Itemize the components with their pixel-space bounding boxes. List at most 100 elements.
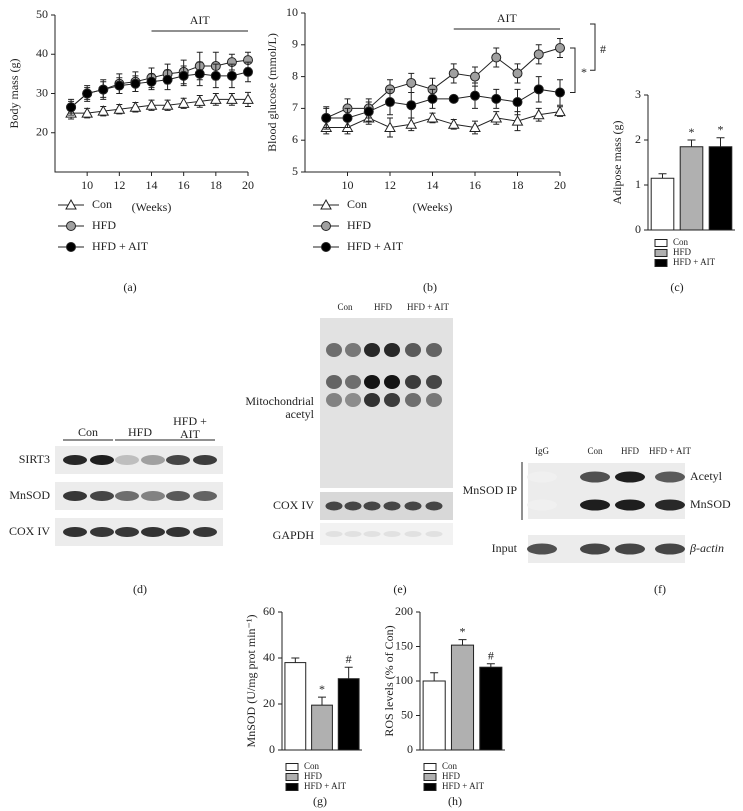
blot-band — [580, 543, 610, 555]
bracket — [590, 23, 596, 71]
blot-band — [90, 491, 114, 501]
blot-band — [115, 491, 139, 501]
group-label: Con — [78, 425, 98, 439]
legend-label: Con — [304, 761, 320, 771]
legend-swatch — [285, 763, 299, 771]
annotation-text: AIT — [497, 11, 518, 25]
y-axis-label: Body mass (g) — [7, 59, 21, 129]
y-tick-label: 2 — [635, 132, 641, 146]
marker — [342, 112, 353, 123]
marker — [194, 68, 205, 79]
marker — [243, 66, 253, 77]
marker — [491, 93, 502, 104]
blot-band — [345, 393, 361, 407]
marker — [532, 108, 545, 120]
legend-swatch — [654, 239, 668, 247]
blot-band — [405, 375, 421, 389]
blot-band — [383, 501, 401, 511]
marker — [82, 88, 93, 99]
y-axis-label: ROS levels (% of Con) — [382, 625, 396, 736]
panel-label: (c) — [670, 280, 683, 294]
blot-band — [345, 343, 361, 357]
row-label: Acetyl — [690, 469, 723, 483]
bar — [450, 644, 475, 751]
marker — [363, 106, 374, 117]
bar — [422, 680, 446, 751]
y-tick-label: 40 — [36, 46, 48, 60]
blot-band — [364, 393, 380, 407]
marker — [426, 111, 439, 123]
blot-band — [405, 343, 421, 357]
y-tick-label: 200 — [395, 604, 413, 618]
legend-marker — [321, 221, 331, 231]
legend-label: Con — [442, 761, 458, 771]
marker — [406, 77, 417, 88]
blot-band — [193, 491, 217, 501]
y-axis-label: Adipose mass (g) — [610, 121, 624, 205]
series-line — [70, 71, 249, 108]
legend-swatch — [423, 773, 437, 781]
legend-label: HFD — [92, 218, 116, 232]
bar — [311, 704, 333, 751]
blot-band — [90, 527, 114, 537]
row-label: SIRT3 — [19, 452, 50, 466]
legend-swatch — [285, 773, 299, 781]
y-tick-label: 30 — [36, 85, 48, 99]
blot-band — [580, 499, 610, 511]
marker — [113, 103, 126, 114]
left-label: Input — [492, 541, 518, 555]
error-bar — [458, 639, 467, 646]
blot-band — [425, 501, 443, 511]
y-tick-label: 20 — [263, 696, 275, 710]
blot-band — [166, 455, 190, 465]
y-tick-label: 1 — [635, 177, 641, 191]
group-label: IgG — [535, 446, 549, 456]
blot-band — [384, 343, 400, 357]
significance: # — [346, 652, 352, 666]
blot-band — [615, 543, 645, 555]
significance: * — [460, 624, 466, 638]
marker — [555, 42, 565, 53]
marker — [555, 87, 565, 98]
marker — [447, 118, 460, 129]
blot-band — [425, 531, 443, 537]
marker — [512, 68, 523, 79]
panel-label: (h) — [448, 794, 462, 808]
blot-band — [193, 455, 217, 465]
error-bar — [318, 696, 326, 706]
legend-swatch — [423, 763, 437, 771]
significance: * — [718, 123, 724, 137]
y-axis-label: MnSOD (U/mg prot min⁻¹) — [244, 615, 258, 748]
bar — [479, 666, 503, 751]
y-tick-label: 0 — [269, 742, 275, 756]
blot-band — [141, 455, 165, 465]
marker — [427, 93, 438, 104]
blot-band — [326, 375, 342, 389]
marker — [81, 107, 94, 118]
y-tick-label: 0 — [407, 742, 413, 756]
marker — [146, 76, 157, 87]
marker — [469, 121, 481, 132]
legend-swatch — [654, 249, 668, 257]
error-bar — [291, 657, 300, 663]
y-tick-label: 0 — [635, 222, 641, 236]
y-tick-label: 9 — [292, 37, 298, 51]
blot-band — [404, 531, 422, 537]
x-axis-label: (Weeks) — [413, 200, 453, 214]
marker — [533, 84, 544, 95]
y-tick-label: 100 — [395, 673, 413, 687]
blot-band — [655, 499, 685, 511]
marker — [321, 112, 332, 123]
error-bar — [658, 173, 667, 179]
significance: # — [488, 649, 494, 663]
series-line — [326, 88, 561, 119]
y-tick-label: 40 — [263, 650, 275, 664]
left-label: MnSOD IP — [463, 483, 518, 497]
blot-band — [426, 393, 442, 407]
group-label: Con — [587, 446, 603, 456]
legend-label: HFD + AIT — [673, 257, 716, 267]
bracket — [570, 47, 576, 93]
blot-band — [115, 455, 139, 465]
x-tick-label: 10 — [342, 178, 354, 192]
